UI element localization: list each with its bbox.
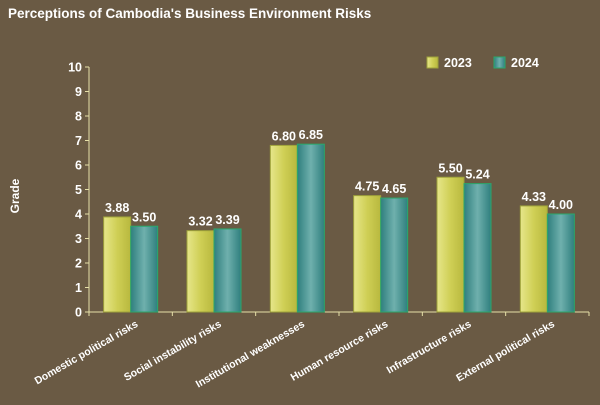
- y-tick-label: 3: [75, 232, 82, 246]
- legend-swatch-2024: [493, 56, 506, 69]
- bar-2024: [463, 183, 492, 313]
- y-axis-label: Grade: [8, 178, 22, 213]
- bar-2024: [546, 213, 575, 313]
- data-label: 6.80: [272, 129, 296, 143]
- data-label: 4.00: [549, 198, 573, 212]
- y-tick-label: 2: [75, 257, 82, 271]
- data-label: 3.39: [215, 213, 239, 227]
- y-tick-label: 6: [75, 159, 82, 173]
- legend-label-2024: 2024: [511, 56, 539, 70]
- data-label: 3.50: [132, 210, 156, 224]
- bar-2023: [353, 195, 382, 313]
- legend-swatch-2023: [426, 56, 439, 69]
- x-category-label: Infrastructure risks: [385, 318, 474, 376]
- data-label: 4.75: [355, 180, 379, 194]
- legend: 2023 2024: [426, 56, 539, 70]
- data-label: 4.33: [522, 190, 546, 204]
- data-label: 5.24: [465, 168, 489, 182]
- bar-2024: [213, 228, 242, 313]
- data-label: 3.32: [188, 215, 212, 229]
- bar-2024: [130, 225, 159, 313]
- y-tick-label: 10: [68, 61, 82, 75]
- bar-2023: [519, 205, 548, 313]
- y-tick-label: 9: [75, 85, 82, 99]
- y-tick-label: 4: [75, 208, 82, 222]
- data-label: 3.88: [105, 201, 129, 215]
- data-label: 6.85: [299, 128, 323, 142]
- y-tick-label: 7: [75, 134, 82, 148]
- bar-2023: [186, 230, 215, 313]
- y-tick-label: 5: [75, 183, 82, 197]
- data-label: 4.65: [382, 182, 406, 196]
- bar-2024: [380, 197, 409, 313]
- bar-2023: [103, 216, 132, 313]
- legend-label-2023: 2023: [444, 56, 472, 70]
- y-tick-label: 8: [75, 110, 82, 124]
- bar-2023: [436, 176, 465, 313]
- y-tick-label: 0: [75, 306, 82, 320]
- data-label: 5.50: [438, 161, 462, 175]
- bar-2023: [269, 144, 298, 313]
- chart-title: Perceptions of Cambodia's Business Envir…: [8, 6, 371, 21]
- bar-2024: [296, 143, 325, 313]
- y-tick-label: 1: [75, 281, 82, 295]
